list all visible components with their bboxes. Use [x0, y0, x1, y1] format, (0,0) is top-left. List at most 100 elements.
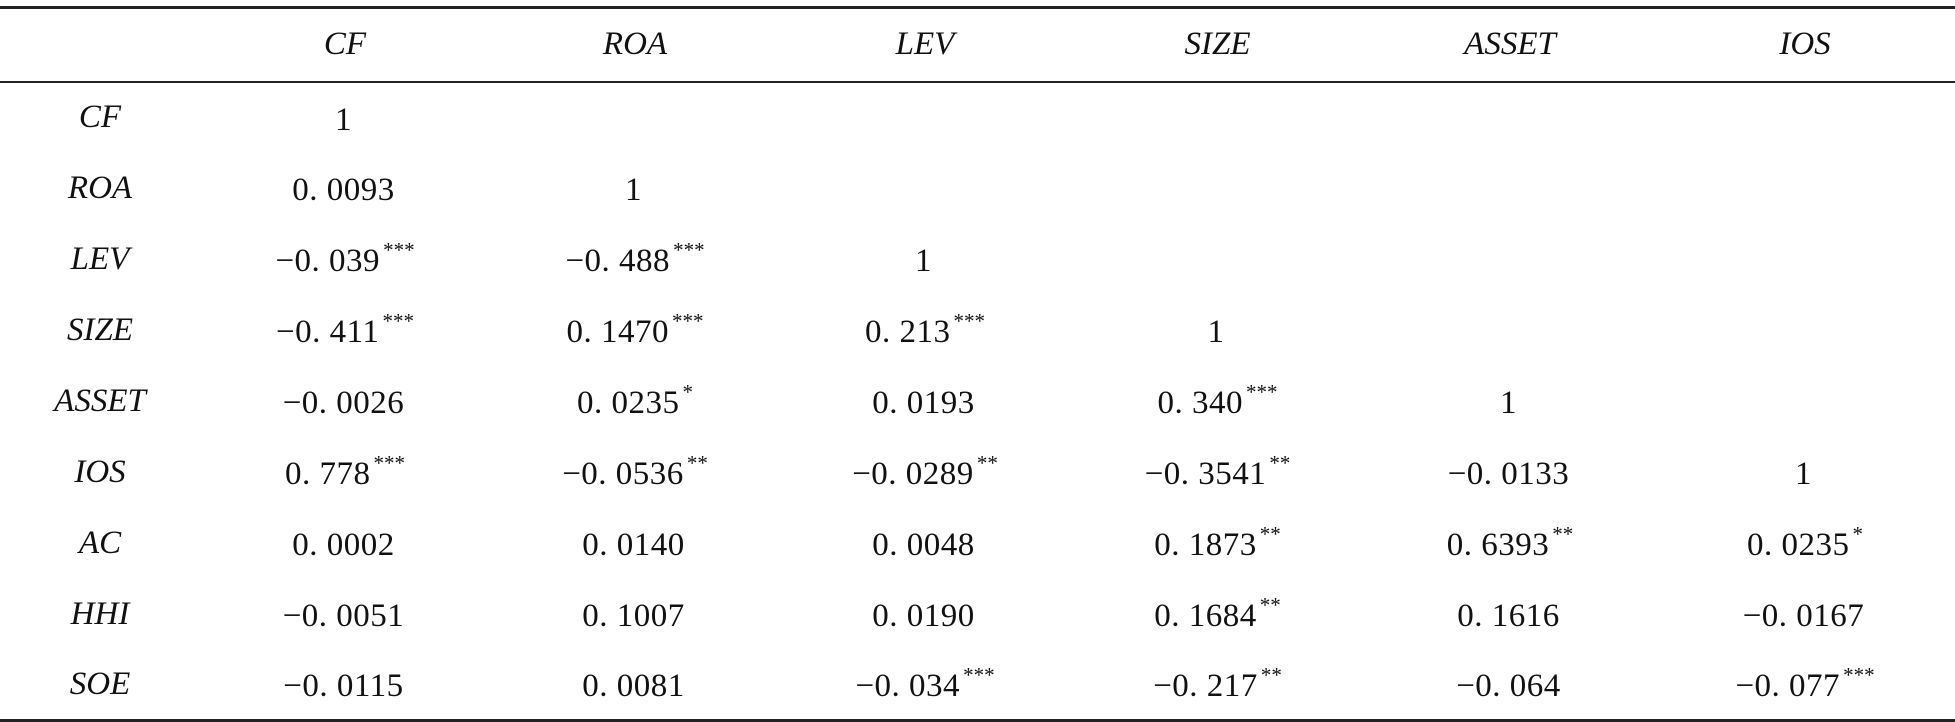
cell-value: −0. 0133	[1447, 456, 1570, 492]
table-row: SOE −0. 0115 0. 0081 −0. 034 *** −0. 217 ** −0.…	[0, 650, 1955, 721]
header-row: CF ROA LEV SIZE ASSET IOS	[0, 7, 1955, 82]
header-corner	[0, 8, 200, 82]
cell-value: 0. 0235	[577, 385, 680, 421]
row-label: SIZE	[67, 311, 133, 348]
cell-value: −0. 217	[1153, 668, 1258, 705]
cell-value: 0. 0193	[872, 385, 975, 421]
row-label: CF	[78, 99, 122, 135]
significance-stars: **	[1269, 451, 1291, 475]
table-cell: 1	[1365, 366, 1655, 437]
cell-value: −0. 0051	[282, 598, 405, 634]
cell-value: 0. 0048	[872, 527, 975, 563]
table-cell	[780, 82, 1070, 153]
cell-value: −0. 3541	[1144, 456, 1267, 492]
cell-value: 0. 0093	[292, 172, 395, 208]
cell-value: 1	[1207, 314, 1225, 350]
table-cell: 0. 1007	[490, 579, 780, 650]
significance-stars: ***	[963, 663, 995, 688]
significance-stars: ***	[373, 451, 406, 475]
table-cell: 0. 0190	[780, 579, 1070, 650]
row-label: SOE	[69, 665, 131, 702]
significance-stars: **	[1259, 593, 1281, 617]
significance-stars: ***	[673, 238, 705, 262]
table-cell	[1655, 224, 1955, 295]
cell-value: 1	[1500, 385, 1517, 421]
table-cell: −0. 217 **	[1070, 650, 1365, 721]
cell-value: −0. 0536	[562, 456, 684, 492]
table-cell: −0. 0167	[1655, 579, 1955, 650]
table-row: ASSET −0. 0026 0. 0235 * 0. 0193 0. 340 *** 1	[0, 366, 1955, 437]
table-cell: −0. 039 ***	[200, 224, 490, 295]
table-cell: 0. 778 ***	[200, 437, 490, 508]
significance-stars: **	[976, 451, 998, 475]
table-cell: −0. 0115	[200, 650, 490, 721]
significance-stars: *	[682, 380, 694, 404]
table-cell: 1	[200, 82, 490, 153]
table-cell	[490, 82, 780, 153]
significance-stars: **	[1552, 522, 1574, 546]
table-row: ROA 0. 0093 1	[0, 153, 1955, 224]
significance-stars: ***	[382, 309, 414, 333]
table-cell: −0. 3541 **	[1070, 437, 1365, 508]
table-cell	[1365, 224, 1655, 295]
cell-value: 0. 340	[1157, 385, 1243, 421]
table-cell	[1070, 82, 1365, 153]
table-cell: 0. 0235 *	[1655, 508, 1955, 579]
cell-value: −0. 411	[276, 314, 380, 350]
cell-value: −0. 077	[1735, 668, 1841, 705]
correlation-table: CF ROA LEV SIZE ASSET IOS CF 1 ROA 0. 0093 1…	[0, 6, 1955, 722]
significance-stars: ***	[383, 238, 415, 262]
table-cell	[1365, 295, 1655, 366]
column-header-asset: ASSET	[1464, 26, 1556, 63]
row-label: IOS	[74, 453, 126, 490]
row-label: AC	[78, 524, 122, 561]
cell-value: 1	[1795, 456, 1812, 492]
significance-stars: ***	[1246, 380, 1278, 404]
cell-value: −0. 039	[275, 243, 381, 279]
cell-value: −0. 0289	[852, 456, 974, 492]
table-cell: 0. 0193	[780, 366, 1070, 437]
table-cell: 0. 1684 **	[1070, 579, 1365, 650]
column-header-cf: CF	[323, 26, 367, 63]
table-cell: 0. 0048	[780, 508, 1070, 579]
table-cell: −0. 0536 **	[490, 437, 780, 508]
table-cell	[1365, 153, 1655, 224]
table-cell: 1	[1070, 295, 1365, 366]
significance-stars: ***	[1843, 663, 1875, 688]
cell-value: 0. 1470	[566, 314, 669, 350]
cell-value: 1	[915, 243, 932, 279]
table-cell: −0. 0051	[200, 579, 490, 650]
cell-value: −0. 0115	[283, 668, 404, 705]
table-cell	[1655, 82, 1955, 153]
table-cell: 0. 0093	[200, 153, 490, 224]
table-cell: −0. 0133	[1365, 437, 1655, 508]
significance-stars: ***	[672, 309, 704, 333]
table-cell: 1	[1655, 437, 1955, 508]
column-header-size: SIZE	[1184, 26, 1251, 63]
cell-value: 0. 0190	[872, 598, 975, 634]
table-row: SIZE −0. 411 *** 0. 1470 *** 0. 213 *** 1	[0, 295, 1955, 366]
table-cell: −0. 411 ***	[200, 295, 490, 366]
table-cell	[1655, 295, 1955, 366]
table-cell: 0. 0140	[490, 508, 780, 579]
table-row: HHI −0. 0051 0. 1007 0. 0190 0. 1684 ** 0. 161…	[0, 579, 1955, 650]
table-cell	[1655, 366, 1955, 437]
table-cell: 0. 6393 **	[1365, 508, 1655, 579]
significance-stars: ***	[953, 309, 986, 333]
cell-value: 0. 778	[285, 456, 371, 492]
table-row: AC 0. 0002 0. 0140 0. 0048 0. 1873 ** 0. 6393 *…	[0, 508, 1955, 579]
column-header-lev: LEV	[895, 26, 955, 63]
cell-value: 0. 6393	[1446, 527, 1550, 563]
cell-value: 0. 0140	[582, 527, 685, 563]
significance-stars: **	[1259, 522, 1281, 546]
cell-value: 0. 1873	[1154, 527, 1257, 563]
significance-stars: **	[1260, 663, 1282, 688]
table-cell: 0. 1616	[1365, 579, 1655, 650]
table-cell: −0. 034 ***	[780, 650, 1070, 721]
table-cell: 0. 0235 *	[490, 366, 780, 437]
table-cell	[1655, 153, 1955, 224]
column-header-ios: IOS	[1779, 26, 1831, 63]
row-label: LEV	[70, 240, 130, 277]
cell-value: 0. 1616	[1457, 598, 1560, 634]
table-cell: 0. 0081	[490, 650, 780, 721]
